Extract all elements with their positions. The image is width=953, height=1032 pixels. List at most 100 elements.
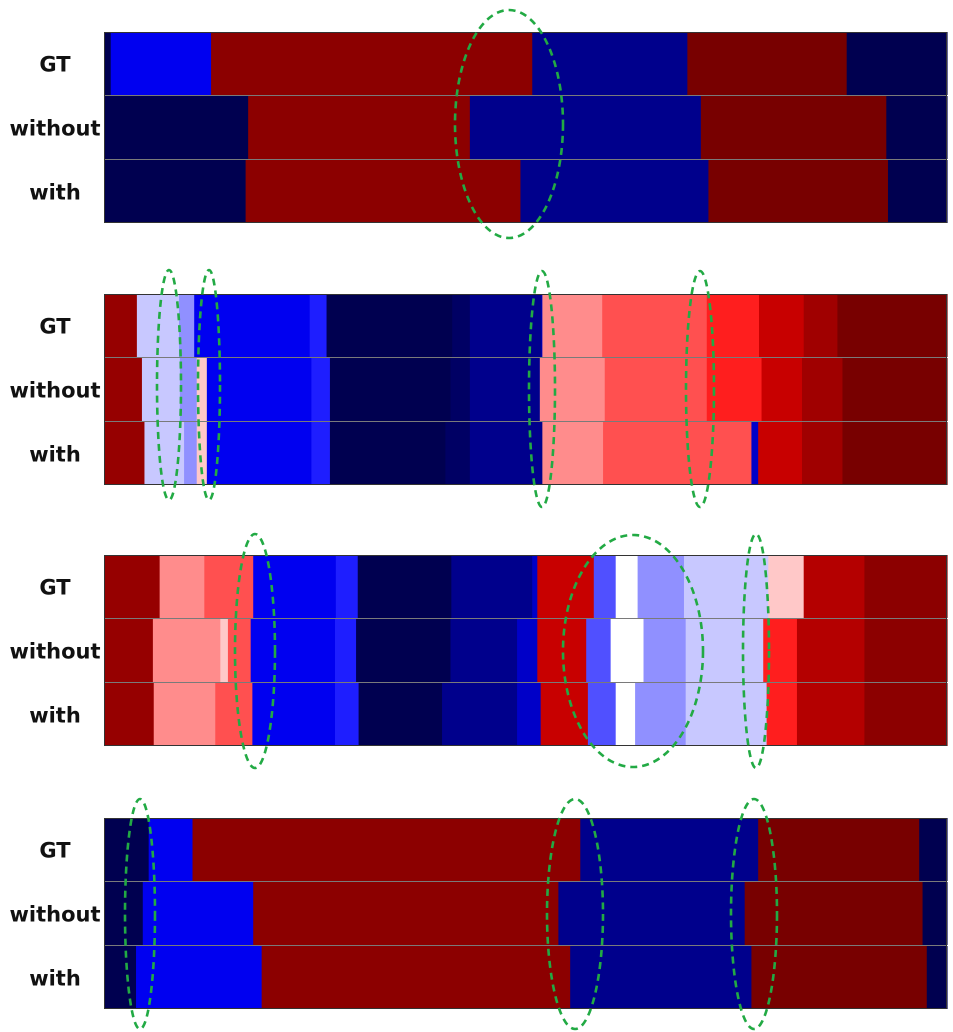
- segment: [542, 294, 603, 357]
- segment: [253, 882, 559, 945]
- segment: [803, 555, 865, 618]
- segment: [803, 294, 839, 357]
- segment: [758, 818, 920, 881]
- segment: [215, 683, 253, 746]
- segment: [700, 96, 887, 159]
- segment: [148, 818, 194, 881]
- segment: [593, 555, 617, 618]
- segment-row-with: [104, 422, 948, 485]
- annotation-ellipse: [741, 532, 771, 770]
- row-separator: [104, 945, 947, 946]
- segment: [311, 358, 331, 421]
- segment: [104, 160, 247, 223]
- segment: [541, 294, 543, 357]
- segment: [104, 358, 143, 421]
- segment: [587, 683, 617, 746]
- segment: [104, 555, 161, 618]
- segment: [539, 358, 606, 421]
- row-label: with: [29, 704, 81, 728]
- row-label: with: [29, 443, 81, 467]
- segment: [706, 358, 763, 421]
- segment: [250, 619, 336, 682]
- segment-row-gt: [104, 32, 948, 95]
- row-label: with: [29, 181, 81, 205]
- segment: [194, 294, 311, 357]
- row-label: GT: [39, 839, 71, 863]
- row-separator: [104, 682, 947, 683]
- row-separator: [104, 618, 947, 619]
- row-label: without: [9, 117, 100, 141]
- segment: [532, 555, 538, 618]
- segment: [744, 882, 924, 945]
- segment: [635, 683, 687, 746]
- row-label: GT: [39, 53, 71, 77]
- segment: [586, 619, 612, 682]
- segment: [759, 294, 805, 357]
- segment: [445, 422, 471, 485]
- annotation-ellipse: [155, 268, 183, 502]
- segment-row-with: [104, 160, 948, 223]
- segment: [329, 422, 447, 485]
- segment: [104, 946, 137, 1009]
- segment: [452, 294, 471, 357]
- segment: [334, 619, 357, 682]
- segment: [357, 555, 452, 618]
- segment: [326, 294, 453, 357]
- annotation-ellipse: [729, 797, 779, 1031]
- segment: [532, 32, 688, 95]
- segment: [252, 683, 336, 746]
- segment: [142, 882, 254, 945]
- segment: [687, 32, 848, 95]
- segment: [104, 96, 249, 159]
- row-label: with: [29, 967, 81, 991]
- row-label: GT: [39, 576, 71, 600]
- panel-2: GT without with: [9, 294, 948, 485]
- segment: [751, 946, 928, 1009]
- segment: [796, 619, 865, 682]
- segment: [104, 422, 146, 485]
- segment: [206, 422, 312, 485]
- segment: [685, 619, 764, 682]
- segment: [179, 358, 198, 421]
- panel-frame: [104, 818, 947, 1009]
- segment: [706, 294, 760, 357]
- segment: [104, 619, 154, 682]
- segment: [683, 555, 769, 618]
- segment: [610, 619, 645, 682]
- segment: [334, 683, 360, 746]
- annotation-ellipse: [545, 797, 605, 1031]
- segment: [763, 619, 798, 682]
- segment: [768, 555, 805, 618]
- annotation-ellipse: [233, 532, 277, 770]
- row-separator: [104, 159, 947, 160]
- segment: [196, 422, 208, 485]
- segment-row-gt: [104, 294, 948, 357]
- panel-3: GT without with: [9, 555, 948, 746]
- annotation-ellipse: [453, 8, 565, 240]
- segment: [335, 555, 359, 618]
- segment: [887, 160, 948, 223]
- segment: [141, 358, 181, 421]
- segment: [192, 818, 581, 881]
- segment: [926, 946, 948, 1009]
- segment: [922, 882, 948, 945]
- panel-1: GT without with: [9, 32, 948, 223]
- annotation-ellipses: [123, 8, 779, 1031]
- segment: [766, 683, 798, 746]
- segment: [248, 96, 471, 159]
- segment: [253, 555, 337, 618]
- segment: [179, 294, 195, 357]
- segment: [615, 683, 636, 746]
- row-label: without: [9, 379, 100, 403]
- segment: [261, 946, 571, 1009]
- segment-row-with: [104, 946, 948, 1009]
- segment: [245, 160, 522, 223]
- segment: [842, 422, 948, 485]
- segment: [450, 619, 518, 682]
- segment: [520, 160, 710, 223]
- annotation-ellipse: [196, 268, 222, 502]
- annotation-ellipse: [123, 797, 157, 1031]
- segment-row-gt: [104, 555, 948, 618]
